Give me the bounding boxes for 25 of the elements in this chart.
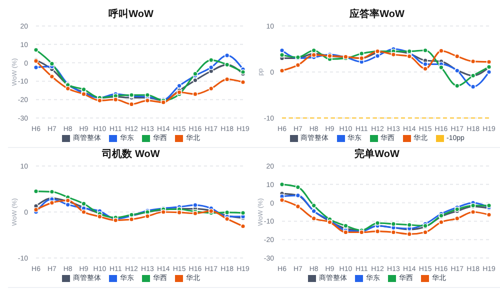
point <box>49 61 55 66</box>
point <box>49 74 55 80</box>
chart-title: 应答率WoW <box>348 8 406 22</box>
point <box>311 216 316 222</box>
point <box>176 83 182 88</box>
point <box>454 216 460 222</box>
point <box>128 216 134 222</box>
point <box>374 220 380 226</box>
point <box>81 86 86 92</box>
point <box>406 54 412 59</box>
chart-title: 司机数 WoW <box>101 148 161 162</box>
point <box>81 201 86 206</box>
point <box>208 64 214 70</box>
point <box>49 200 55 206</box>
point <box>192 202 198 208</box>
point <box>192 78 198 83</box>
chart-title: 完单WoW <box>354 148 400 162</box>
point <box>438 64 444 70</box>
point <box>295 184 301 190</box>
point <box>374 53 380 58</box>
point <box>208 57 214 63</box>
point <box>311 202 316 208</box>
chart-title: 呼叫WoW <box>108 8 154 22</box>
point <box>224 210 230 216</box>
point <box>390 221 396 227</box>
